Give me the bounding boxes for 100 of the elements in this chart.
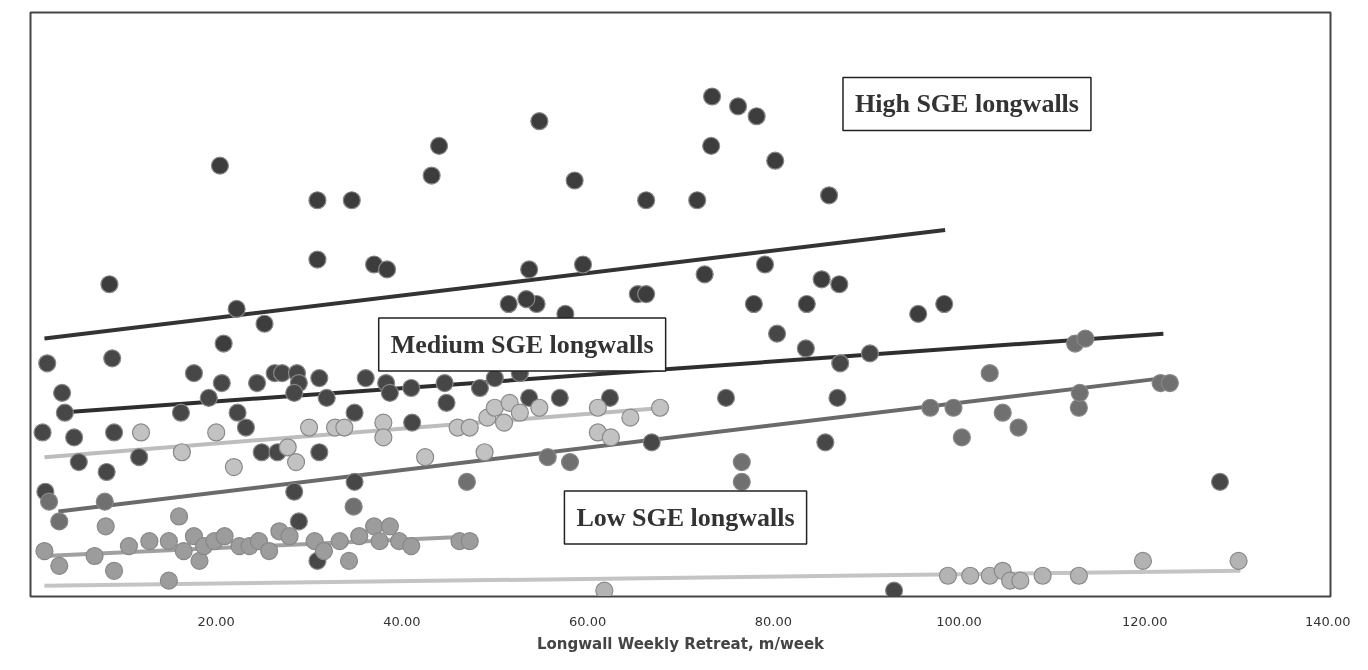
point [1033,566,1052,585]
point [95,492,114,511]
point [260,541,279,561]
point [944,398,963,417]
point [909,304,928,323]
point [380,517,399,536]
point [96,517,115,536]
point [767,324,787,343]
point [159,532,178,551]
point [335,418,354,437]
x-tick-label: 20.00 [197,613,235,629]
point [308,250,327,269]
point [457,472,477,491]
point [236,418,256,437]
point [637,285,656,304]
point [812,270,831,289]
point [460,418,479,437]
point [595,581,614,597]
point [637,191,656,210]
annotation: Medium SGE longwalls [390,330,654,360]
point [280,527,299,546]
point [172,443,191,462]
point [688,191,707,210]
point [97,462,116,482]
point [747,107,766,126]
point [565,171,584,190]
point [499,294,518,314]
point [1069,566,1088,585]
point [1160,373,1179,393]
point [140,532,159,551]
point [38,354,57,373]
point [103,349,122,368]
point [755,255,775,274]
point [816,433,835,452]
point [174,541,193,561]
point [1229,551,1248,571]
point [550,388,569,407]
point [339,551,359,571]
point [33,423,52,442]
point [732,472,751,491]
point [171,403,191,422]
point [85,546,104,566]
point [702,87,722,106]
point [732,453,751,472]
point [402,378,421,398]
point [52,383,72,403]
point [310,369,329,388]
point [299,418,319,437]
point [403,413,422,432]
point [350,527,369,546]
point [130,448,149,467]
point [830,275,849,294]
point [980,364,999,383]
point [344,497,363,516]
point [952,428,971,447]
x-tick-label: 60.00 [569,613,607,629]
point [215,527,234,546]
x-tick-label: 100.00 [936,613,982,629]
point [728,97,748,116]
point [437,393,456,412]
point [475,443,494,462]
point [199,388,218,407]
point [884,581,904,597]
point [1009,418,1028,437]
point [255,314,274,333]
point [273,364,292,383]
point [184,364,204,383]
point [938,566,958,585]
point [1133,551,1153,571]
point [374,428,393,447]
point [530,112,549,131]
point [380,383,399,403]
point [50,556,69,575]
point [429,136,449,155]
point [621,408,640,427]
point [600,388,620,407]
point [460,532,479,551]
point [308,191,327,210]
point [214,334,233,353]
point [1076,329,1095,348]
point [314,541,334,561]
point [402,537,421,556]
point [317,388,336,407]
point [278,438,297,457]
point [560,453,580,472]
point [210,156,230,175]
point [65,428,84,447]
point [538,448,557,467]
point [289,512,308,531]
annotation: Low SGE longwalls [576,502,795,532]
point [520,260,539,279]
point [921,398,940,417]
point [573,255,593,274]
point [860,344,880,363]
point [416,448,435,467]
point [935,294,954,314]
point [831,354,850,373]
x-tick-label: 140.00 [1305,613,1351,629]
point [517,289,536,309]
point [207,423,226,442]
